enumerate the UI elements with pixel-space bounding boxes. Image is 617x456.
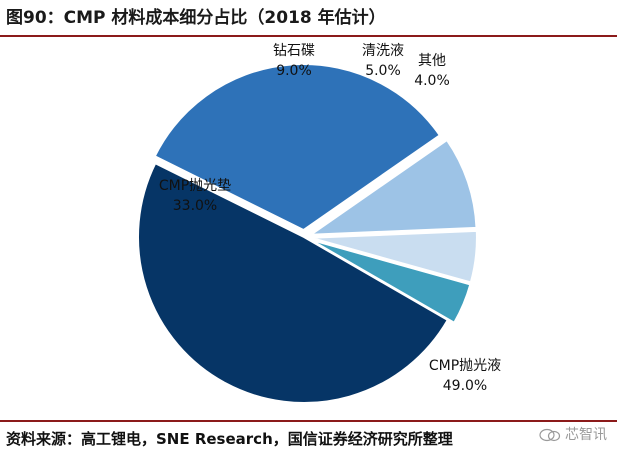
slice-label-3: 钻石碟 (273, 43, 315, 59)
slice-label-2: CMP抛光垫 (159, 178, 231, 194)
watermark-text: 芯智讯 (565, 427, 607, 443)
slice-label-1: CMP抛光液 (429, 358, 501, 374)
footer-divider (0, 420, 617, 422)
source-note: 资料来源：高工锂电，SNE Research，国信证券经济研究所整理 (6, 430, 453, 448)
slice-value-1: 49.0% (443, 378, 487, 394)
slice-value-2: 33.0% (173, 198, 217, 214)
pie-slice-2 (153, 63, 442, 232)
pie-chart: CMP抛光液 49.0% CMP抛光垫 33.0% 钻石碟 9.0% 清洗液 5.0% 其他 4.… (137, 43, 501, 404)
pie-slice-4 (310, 229, 478, 284)
slice-value-3: 9.0% (276, 63, 312, 79)
slice-label-4: 清洗液 (362, 43, 404, 59)
chart-title: 图90：CMP 材料成本细分占比（2018 年估计） (6, 8, 386, 28)
pie-slice-3 (307, 138, 478, 236)
wechat-icon (538, 428, 560, 442)
slice-value-4: 5.0% (365, 63, 401, 79)
pie-slice-1 (137, 161, 450, 404)
slice-label-5: 其他 (418, 53, 446, 69)
watermark: 芯智讯 (538, 424, 607, 444)
slice-value-5: 4.0% (414, 73, 450, 89)
title-divider (0, 35, 617, 37)
pie-slice-5 (309, 238, 472, 325)
